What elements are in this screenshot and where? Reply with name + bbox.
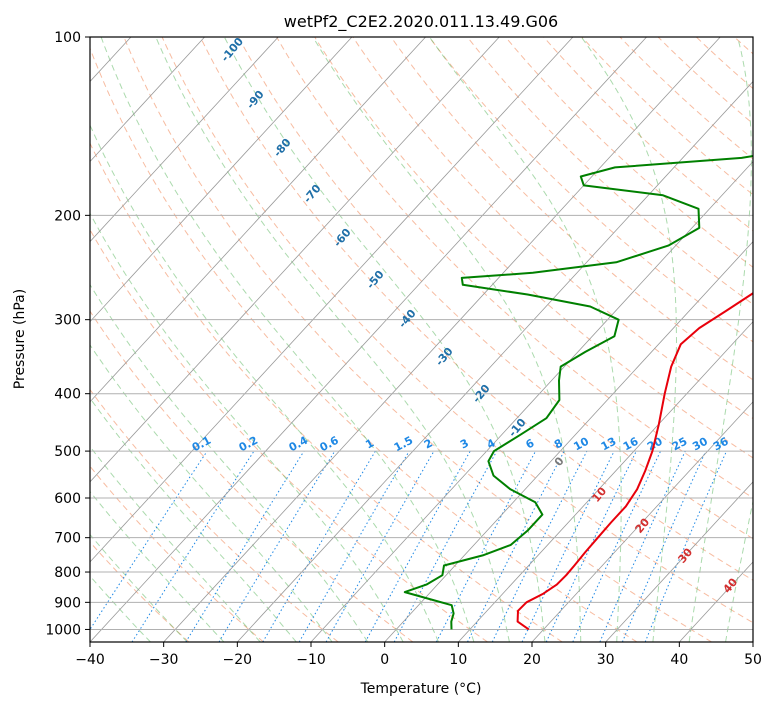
x-tick-label: 0 bbox=[380, 652, 389, 668]
dry-adiabat bbox=[619, 37, 753, 160]
x-tick-label: −30 bbox=[149, 652, 179, 668]
mixing-ratio-line bbox=[491, 450, 588, 642]
mixing-ratio-label: 16 bbox=[621, 435, 641, 454]
moist-adiabat bbox=[90, 123, 439, 642]
mixing-ratio-line bbox=[644, 450, 727, 642]
isotherm-line bbox=[90, 37, 205, 163]
isotherm-line bbox=[90, 37, 426, 403]
dry-adiabat bbox=[352, 37, 753, 420]
moist-adiabat bbox=[90, 212, 404, 642]
profile-line bbox=[516, 292, 753, 631]
moist-adiabat bbox=[100, 37, 475, 642]
isotherm-line bbox=[384, 241, 753, 642]
mixing-ratio-label: 10 bbox=[571, 435, 591, 454]
moist-adiabat bbox=[725, 499, 753, 642]
moist-adiabat bbox=[155, 37, 510, 642]
moist-adiabat bbox=[90, 533, 188, 642]
mixing-ratio-label: 25 bbox=[670, 435, 690, 454]
x-tick-label: −10 bbox=[296, 652, 326, 668]
mixing-ratio-label: 13 bbox=[599, 435, 619, 454]
moist-adiabat bbox=[90, 344, 333, 642]
mixing-ratio-line bbox=[393, 450, 498, 642]
y-tick-label: 100 bbox=[54, 30, 81, 46]
dry-adiabat bbox=[390, 37, 753, 381]
chart-title: wetPf2_C2E2.2020.011.13.49.G06 bbox=[284, 12, 558, 32]
dry-adiabat bbox=[123, 37, 712, 642]
mixing-ratio-line bbox=[599, 450, 686, 642]
dry-adiabat bbox=[90, 310, 414, 642]
y-tick-label: 400 bbox=[54, 387, 81, 403]
isotherm-line bbox=[90, 37, 279, 243]
mixing-ratio-line bbox=[185, 450, 305, 642]
moist-adiabat bbox=[90, 283, 369, 642]
mixing-ratio-label: 36 bbox=[711, 435, 731, 454]
y-tick-label: 1000 bbox=[45, 622, 81, 638]
dry-adiabat bbox=[466, 37, 753, 305]
x-tick-label: 10 bbox=[449, 652, 467, 668]
y-tick-label: 200 bbox=[54, 208, 81, 224]
isotherm-line bbox=[163, 37, 721, 642]
isotherm-line bbox=[90, 37, 574, 563]
x-tick-label: −20 bbox=[223, 652, 253, 668]
isotherm-line bbox=[605, 481, 753, 642]
isotherm-line bbox=[90, 37, 353, 323]
x-tick-label: 30 bbox=[597, 652, 615, 668]
x-tick-label: 40 bbox=[670, 652, 688, 668]
isotherm-line bbox=[458, 321, 753, 642]
mixing-ratio-line bbox=[572, 450, 662, 642]
mixing-ratio-line bbox=[262, 450, 376, 642]
y-tick-label: 800 bbox=[54, 565, 81, 581]
dry-adiabat bbox=[90, 388, 339, 642]
dry-adiabat bbox=[90, 142, 563, 642]
y-tick-label: 300 bbox=[54, 313, 81, 329]
moist-adiabat bbox=[90, 490, 225, 642]
y-tick-label: 600 bbox=[54, 491, 81, 507]
mixing-ratio-line bbox=[298, 450, 410, 642]
dry-adiabat bbox=[90, 47, 638, 642]
moist-adiabat bbox=[580, 37, 678, 642]
mixing-ratio-line bbox=[621, 450, 707, 642]
x-tick-label: 20 bbox=[523, 652, 541, 668]
moist-adiabat bbox=[688, 37, 752, 642]
isotherm-line bbox=[310, 160, 753, 642]
y-tick-label: 500 bbox=[54, 444, 81, 460]
y-axis-title: Pressure (hPa) bbox=[12, 289, 28, 389]
dry-adiabat bbox=[505, 37, 753, 268]
profile-line bbox=[403, 154, 753, 630]
mixing-ratio-label: 30 bbox=[690, 435, 710, 454]
mixing-ratio-line bbox=[364, 450, 471, 642]
mixing-ratio-line bbox=[131, 450, 255, 642]
y-tick-label: 900 bbox=[54, 595, 81, 611]
moist-adiabat bbox=[312, 37, 582, 642]
dry-adiabat bbox=[161, 37, 753, 624]
x-tick-label: 50 bbox=[744, 652, 762, 668]
mixing-ratio-line bbox=[325, 450, 435, 642]
axis-ticks: −40 −30 −20 −10 0 10 20 30 40 50 100 200 300 400 500 60… bbox=[45, 30, 762, 668]
isotherm-line bbox=[90, 37, 500, 483]
x-axis-title: Temperature (°C) bbox=[360, 681, 482, 697]
x-tick-label: −40 bbox=[75, 652, 105, 668]
isotherm-line bbox=[237, 80, 753, 642]
isotherm-line bbox=[531, 401, 753, 642]
moist-adiabat bbox=[223, 37, 546, 642]
mixing-ratio-line bbox=[218, 450, 336, 642]
plot-frame bbox=[89, 36, 754, 643]
dry-adiabat bbox=[276, 37, 753, 499]
dry-adiabat bbox=[199, 37, 753, 581]
dry-adiabat bbox=[90, 228, 488, 642]
isotherm-line bbox=[90, 37, 647, 642]
moist-adiabat bbox=[90, 445, 261, 642]
y-tick-label: 700 bbox=[54, 531, 81, 547]
mixing-ratio-line bbox=[521, 450, 615, 642]
moist-adiabat bbox=[428, 37, 622, 642]
